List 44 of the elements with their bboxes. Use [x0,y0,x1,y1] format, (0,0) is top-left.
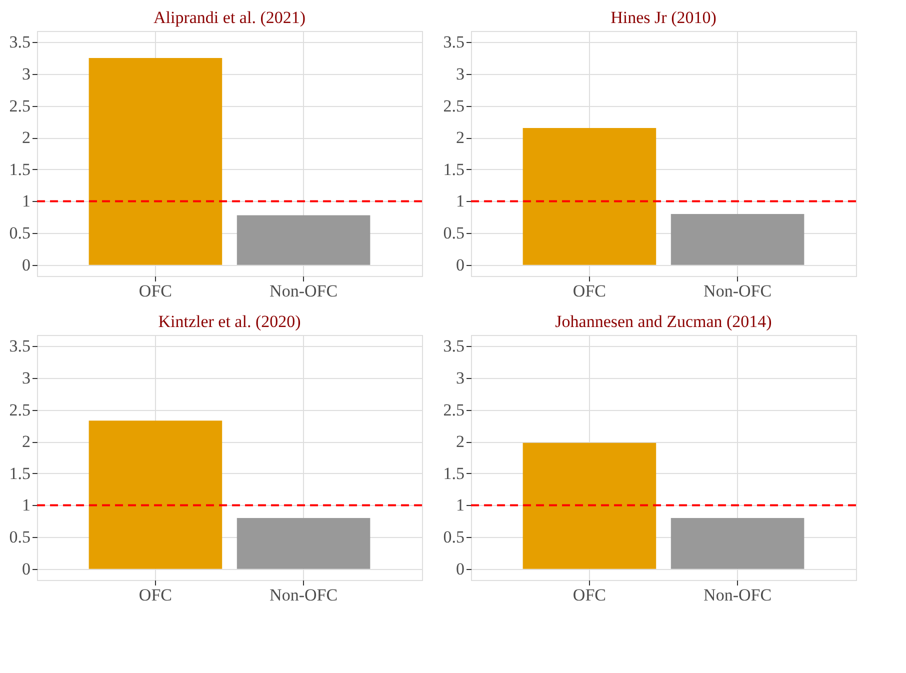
x-tick-label: Non-OFC [704,282,772,300]
x-tick-label: OFC [572,586,606,604]
x-tick-label: Non-OFC [270,586,338,604]
y-tick-label: 2 [22,432,30,452]
y-tick-label: 0 [22,255,30,274]
chart-title: Aliprandi et al. (2021) [153,8,306,27]
y-tick-label: 2 [456,128,464,148]
y-tick-label: 3 [22,64,30,84]
y-tick-label: 1.5 [9,160,30,179]
y-tick-label: 1.5 [9,464,30,483]
y-tick-label: 2 [456,432,464,452]
x-tick-label: OFC [138,586,172,604]
y-tick-label: 1 [22,496,30,515]
y-tick-label: 2.5 [9,400,30,420]
y-tick-label: 1 [22,192,30,211]
chart-title: Kintzler et al. (2020) [158,312,301,331]
y-tick-label: 0.5 [443,528,464,547]
y-tick-label: 1 [456,192,464,211]
y-tick-label: 0.5 [443,224,464,243]
y-tick-label: 3 [22,368,30,388]
chart-title: Johannesen and Zucman (2014) [555,312,772,331]
y-tick-label: 2.5 [443,96,464,116]
y-tick-label: 3.5 [443,32,464,52]
x-tick-label: Non-OFC [270,282,338,300]
y-tick-label: 0 [22,559,30,578]
y-tick-label: 0 [456,255,464,274]
y-tick-label: 3.5 [9,32,30,52]
y-tick-label: 1.5 [443,160,464,179]
y-tick-label: 2.5 [9,96,30,116]
y-tick-label: 2.5 [443,400,464,420]
y-tick-label: 3 [456,368,464,388]
y-tick-label: 1.5 [443,464,464,483]
chart-title: Hines Jr (2010) [610,8,716,27]
y-tick-label: 0.5 [9,224,30,243]
y-tick-label: 1 [456,496,464,515]
x-tick-label: OFC [572,282,606,300]
y-tick-label: 0.5 [9,528,30,547]
y-tick-label: 3.5 [443,336,464,356]
y-tick-label: 0 [456,559,464,578]
x-tick-label: Non-OFC [704,586,772,604]
y-tick-label: 3 [456,64,464,84]
y-tick-label: 3.5 [9,336,30,356]
y-tick-label: 2 [22,128,30,148]
x-tick-label: OFC [138,282,172,300]
